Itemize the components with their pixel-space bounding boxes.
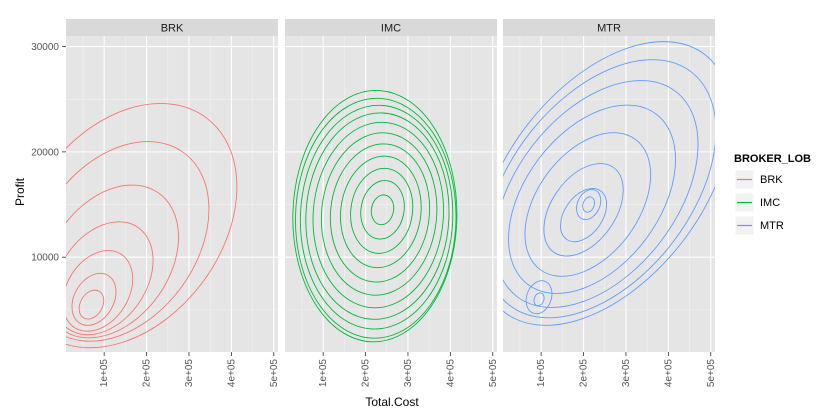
- contour-lines: [503, 41, 715, 326]
- contour-line: [503, 59, 715, 319]
- x-tick-label: 4e+05: [445, 359, 456, 388]
- contour-line: [503, 80, 699, 308]
- facet-strip: [285, 19, 497, 36]
- x-tick-label: 4e+05: [663, 359, 674, 388]
- contour-line: [525, 280, 553, 315]
- legend-label: BRK: [760, 174, 783, 186]
- contour-line: [320, 132, 438, 296]
- contour-line: [508, 104, 677, 294]
- x-tick-label: 2e+05: [142, 359, 153, 388]
- facet-strip: [66, 19, 278, 36]
- contour-line: [576, 189, 602, 221]
- x-tick-label: 5e+05: [706, 359, 717, 388]
- contour-line: [312, 121, 444, 309]
- legend-label: IMC: [760, 197, 780, 209]
- contour-line: [339, 155, 422, 269]
- contour-line: [370, 194, 395, 226]
- facet-mtr: MTR: [503, 19, 715, 352]
- panel-background: [66, 36, 278, 352]
- x-tick-label: 3e+05: [184, 359, 195, 388]
- y-axis: 10000 20000 30000: [31, 42, 66, 264]
- y-tick-label: 20000: [31, 147, 59, 158]
- x-tick-label: 2e+05: [579, 359, 590, 388]
- contour-line: [560, 188, 608, 243]
- y-tick-label: 10000: [31, 253, 59, 264]
- facet-strip-label: BRK: [161, 23, 184, 35]
- facet-strip-label: MTR: [597, 23, 621, 35]
- x-tick-label: 5e+05: [488, 359, 499, 388]
- x-tick-label: 3e+05: [403, 359, 414, 388]
- contour-line: [295, 97, 457, 339]
- contour-line: [582, 196, 595, 213]
- contour-lines: [292, 89, 458, 343]
- contour-line: [66, 221, 154, 336]
- contour-line: [305, 112, 450, 320]
- legend: BROKER_LOB BRK IMC MTR: [734, 153, 811, 236]
- contour-line: [524, 132, 652, 277]
- contour-line: [292, 89, 458, 343]
- x-tick-label: 1e+05: [536, 359, 547, 388]
- contour-line: [360, 180, 405, 240]
- x-tick-label: 1e+05: [318, 359, 329, 388]
- contour-line: [66, 103, 238, 349]
- x-tick-label: 2e+05: [361, 359, 372, 388]
- y-tick-label: 30000: [31, 42, 59, 53]
- contour-line: [329, 143, 431, 283]
- x-tick-label: 1e+05: [99, 359, 110, 388]
- y-axis-title: Profit: [13, 177, 27, 206]
- legend-title: BROKER_LOB: [734, 153, 811, 165]
- x-axis: 1e+05 2e+05 3e+05 4e+05 5e+05 1e+05 2e+05 3e+05…: [99, 352, 717, 387]
- facet-panels: BRK IMC MTR: [66, 19, 715, 352]
- facet-strip-label: IMC: [381, 23, 401, 35]
- x-tick-label: 4e+05: [226, 359, 237, 388]
- contour-line: [66, 141, 210, 342]
- facet-brk: BRK: [66, 19, 278, 352]
- legend-label: MTR: [760, 220, 784, 232]
- facet-strip: [503, 19, 715, 36]
- contour-line: [299, 104, 454, 330]
- contour-line: [71, 272, 117, 326]
- contour-line: [78, 289, 105, 320]
- facet-imc: IMC: [285, 19, 497, 352]
- x-axis-title: Total.Cost: [365, 395, 419, 409]
- contour-line: [503, 41, 715, 326]
- panel-background: [285, 36, 497, 352]
- contour-line: [66, 250, 134, 332]
- x-tick-label: 5e+05: [269, 359, 280, 388]
- contour-line: [543, 163, 624, 257]
- contour-line: [350, 167, 414, 254]
- contour-lines: [66, 103, 238, 349]
- contour-line: [66, 184, 179, 339]
- x-tick-label: 3e+05: [621, 359, 632, 388]
